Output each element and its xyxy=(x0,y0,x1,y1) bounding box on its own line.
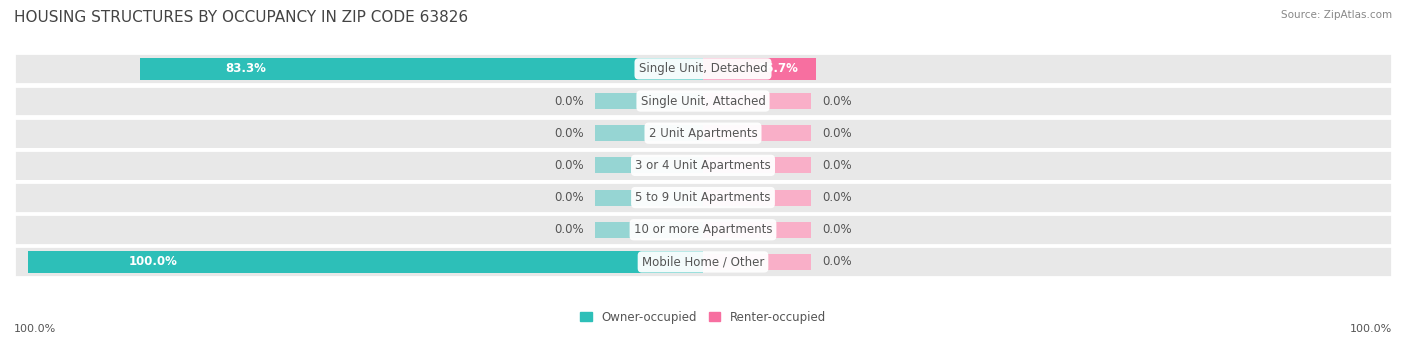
Text: 0.0%: 0.0% xyxy=(823,159,852,172)
Text: 16.7%: 16.7% xyxy=(758,62,799,75)
Text: 10 or more Apartments: 10 or more Apartments xyxy=(634,223,772,236)
Text: 0.0%: 0.0% xyxy=(823,255,852,268)
Bar xyxy=(703,157,811,174)
Bar xyxy=(141,58,703,80)
Bar xyxy=(595,125,703,141)
Bar xyxy=(28,251,703,273)
Bar xyxy=(595,190,703,206)
Text: 100.0%: 100.0% xyxy=(1350,324,1392,334)
Bar xyxy=(703,222,811,238)
Legend: Owner-occupied, Renter-occupied: Owner-occupied, Renter-occupied xyxy=(579,311,827,324)
Bar xyxy=(703,58,815,80)
Bar xyxy=(14,150,1392,181)
Text: 5 to 9 Unit Apartments: 5 to 9 Unit Apartments xyxy=(636,191,770,204)
Text: 100.0%: 100.0% xyxy=(14,324,56,334)
Bar xyxy=(14,54,1392,84)
Bar xyxy=(703,125,811,141)
Bar xyxy=(14,86,1392,117)
Text: 100.0%: 100.0% xyxy=(129,255,177,268)
Bar xyxy=(703,190,811,206)
Text: 0.0%: 0.0% xyxy=(823,191,852,204)
Text: 0.0%: 0.0% xyxy=(823,223,852,236)
Text: Single Unit, Attached: Single Unit, Attached xyxy=(641,94,765,107)
Bar xyxy=(14,214,1392,245)
Bar xyxy=(14,247,1392,277)
Bar xyxy=(595,93,703,109)
Bar xyxy=(595,222,703,238)
Text: 0.0%: 0.0% xyxy=(554,159,583,172)
Bar xyxy=(14,118,1392,149)
Text: 83.3%: 83.3% xyxy=(225,62,266,75)
Bar xyxy=(14,182,1392,213)
Bar xyxy=(595,157,703,174)
Text: Mobile Home / Other: Mobile Home / Other xyxy=(641,255,765,268)
Text: 0.0%: 0.0% xyxy=(823,127,852,140)
Text: Single Unit, Detached: Single Unit, Detached xyxy=(638,62,768,75)
Text: 0.0%: 0.0% xyxy=(554,191,583,204)
Text: 0.0%: 0.0% xyxy=(823,94,852,107)
Bar xyxy=(703,93,811,109)
Text: 2 Unit Apartments: 2 Unit Apartments xyxy=(648,127,758,140)
Text: HOUSING STRUCTURES BY OCCUPANCY IN ZIP CODE 63826: HOUSING STRUCTURES BY OCCUPANCY IN ZIP C… xyxy=(14,10,468,25)
Bar xyxy=(703,254,811,270)
Text: 0.0%: 0.0% xyxy=(554,223,583,236)
Text: 0.0%: 0.0% xyxy=(554,94,583,107)
Text: 0.0%: 0.0% xyxy=(554,127,583,140)
Text: 3 or 4 Unit Apartments: 3 or 4 Unit Apartments xyxy=(636,159,770,172)
Text: Source: ZipAtlas.com: Source: ZipAtlas.com xyxy=(1281,10,1392,20)
